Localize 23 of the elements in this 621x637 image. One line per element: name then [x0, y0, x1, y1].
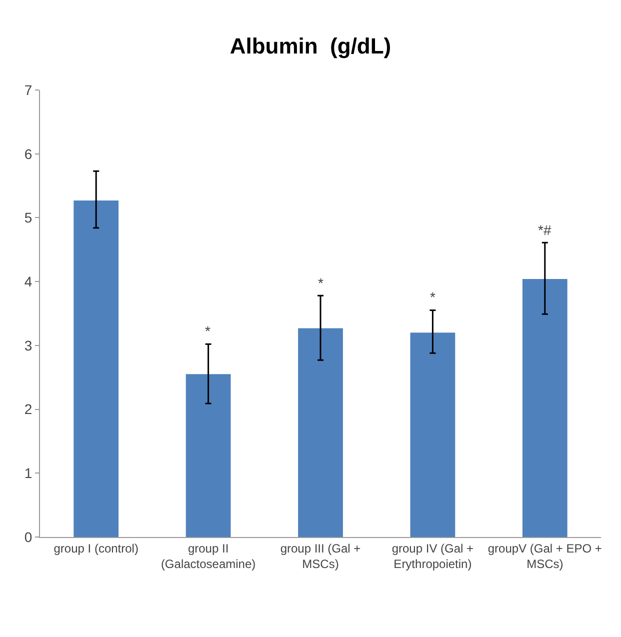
x-tick-label: group III (Gal + MSCs) — [280, 541, 361, 571]
data-label: *# — [538, 222, 552, 238]
y-tick-label: 6 — [24, 146, 32, 162]
y-tick-label: 7 — [24, 82, 32, 98]
y-tick-label: 3 — [24, 337, 32, 354]
y-tick-label: 0 — [24, 528, 32, 545]
bar — [186, 374, 231, 537]
bar — [298, 328, 343, 537]
y-tick-label: 1 — [24, 465, 32, 482]
bar — [410, 332, 456, 537]
bar — [522, 279, 568, 537]
data-label: * — [205, 323, 211, 339]
chart-title: Albumin (g/dL) — [230, 34, 392, 59]
y-tick-label: 5 — [24, 210, 32, 226]
bar — [74, 200, 119, 537]
y-tick-label: 4 — [24, 273, 32, 290]
data-label: * — [318, 275, 324, 291]
x-tick-label: group I (control) — [54, 541, 138, 556]
x-tick-label: group IV (Gal + Erythropoietin) — [392, 541, 474, 571]
y-tick-label: 2 — [24, 401, 32, 418]
data-label: * — [430, 289, 436, 305]
x-tick-label: groupV (Gal + EPO + MSCs) — [488, 541, 602, 571]
x-tick-label: group II (Galactoseamine) — [160, 541, 256, 571]
